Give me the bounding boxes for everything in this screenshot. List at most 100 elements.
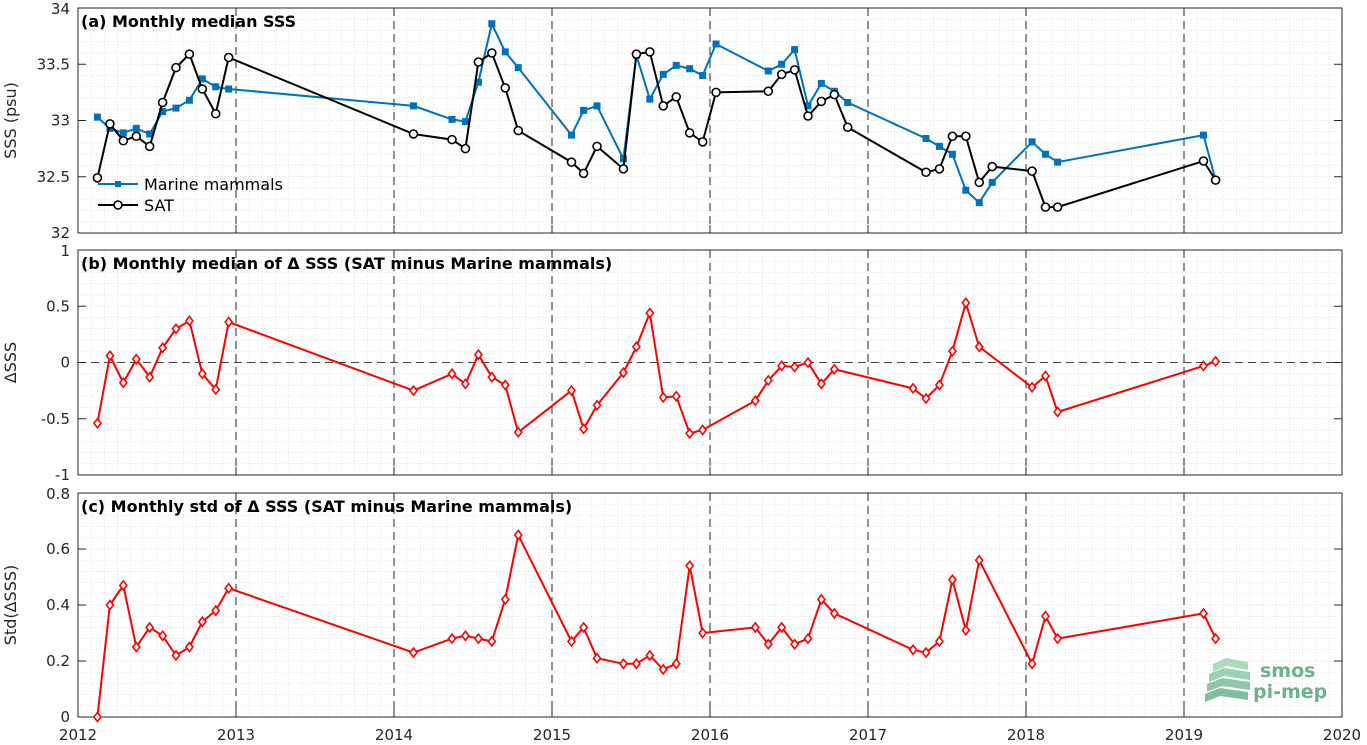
data-point <box>1053 406 1063 418</box>
data-point <box>699 72 707 79</box>
data-point <box>686 65 694 73</box>
data-point <box>974 554 984 567</box>
data-point <box>158 629 168 642</box>
y-tick-label: 1 <box>60 242 70 260</box>
data-point <box>763 86 774 97</box>
data-point <box>171 62 181 73</box>
data-point <box>105 349 115 362</box>
data-point <box>197 615 207 628</box>
data-point <box>671 657 681 670</box>
data-point <box>1027 166 1037 176</box>
data-point <box>578 168 589 179</box>
data-point <box>158 342 168 354</box>
data-point <box>223 52 234 63</box>
data-point <box>631 340 641 353</box>
panel-title: (b) Monthly median of Δ SSS (SAT minus M… <box>81 254 612 273</box>
data-point <box>947 131 958 142</box>
data-point <box>132 124 140 132</box>
x-tick-label: 2013 <box>217 726 255 744</box>
y-axis-label: Std(ΔSSS) <box>1 565 20 645</box>
data-point <box>1027 381 1037 394</box>
data-point <box>698 627 708 639</box>
data-point <box>567 131 575 139</box>
data-point <box>987 161 998 172</box>
y-axis-label: ΔSSS <box>1 342 20 383</box>
data-point <box>763 638 773 651</box>
data-point <box>513 529 523 541</box>
data-point <box>842 122 853 133</box>
data-point <box>618 657 628 670</box>
data-point <box>618 164 629 174</box>
y-tick-label: 32 <box>51 224 70 242</box>
legend-marker <box>113 200 123 210</box>
data-point <box>580 106 588 114</box>
data-point <box>631 49 642 59</box>
data-point <box>1052 202 1063 212</box>
data-point <box>224 316 234 328</box>
data-point <box>659 70 667 78</box>
smos-pi-mep-logo: smos pi-mep <box>1205 658 1327 703</box>
data-point <box>131 641 141 653</box>
series-delta-sss <box>92 529 1221 723</box>
data-point <box>579 621 589 634</box>
data-point <box>934 164 945 174</box>
panel-title: (c) Monthly std of Δ SSS (SAT minus Mari… <box>81 497 572 516</box>
y-tick-label: 0 <box>60 354 70 372</box>
data-point <box>645 47 655 57</box>
data-point <box>1027 657 1037 670</box>
data-point <box>684 128 695 138</box>
data-point <box>790 638 800 651</box>
data-point <box>764 67 772 75</box>
data-point <box>1041 150 1049 158</box>
data-point <box>934 379 944 391</box>
data-point <box>1028 138 1036 146</box>
y-tick-label: 0.4 <box>46 596 70 614</box>
data-point <box>566 157 577 167</box>
legend: Marine mammals SAT <box>98 175 283 215</box>
panel-delta-sss: -1 -0.5 0 0.5 1 ΔSSS (b) Monthly median of Δ S… <box>1 242 1343 484</box>
data-point <box>460 143 471 154</box>
series-line <box>96 299 1216 435</box>
data-point <box>777 621 787 634</box>
data-point <box>776 69 787 80</box>
data-point <box>131 131 142 142</box>
data-point <box>777 360 787 372</box>
logo-line1: smos <box>1260 660 1315 682</box>
data-point <box>197 367 207 380</box>
logo-mark <box>1205 658 1250 702</box>
data-point <box>93 113 101 121</box>
data-point <box>1198 360 1208 372</box>
data-point <box>974 340 984 353</box>
data-point <box>500 593 510 606</box>
data-point <box>447 632 457 645</box>
logo-line2: pi-mep <box>1253 681 1327 703</box>
data-point <box>593 102 601 110</box>
data-point <box>1040 610 1050 623</box>
data-point <box>935 142 943 150</box>
data-point <box>685 427 695 440</box>
data-point <box>473 632 483 645</box>
data-point <box>844 99 852 106</box>
data-point <box>803 632 813 645</box>
y-axis-label: SSS (psu) <box>1 82 20 159</box>
data-point <box>487 635 497 648</box>
data-point <box>961 624 971 637</box>
y-tick-label: 32.5 <box>37 168 70 186</box>
data-point <box>409 102 417 110</box>
data-point <box>592 399 602 412</box>
data-point <box>514 64 522 72</box>
data-point <box>157 97 168 108</box>
data-point <box>118 376 128 389</box>
series-delta-sss <box>92 297 1221 440</box>
data-point <box>645 649 655 662</box>
data-point <box>697 137 708 147</box>
data-point <box>408 646 418 659</box>
data-point <box>1211 632 1221 645</box>
x-tick-label: 2020 <box>1323 726 1361 744</box>
y-tick-label: 34 <box>51 0 70 18</box>
data-point <box>962 186 970 194</box>
data-point <box>118 579 128 592</box>
data-point <box>184 641 194 653</box>
